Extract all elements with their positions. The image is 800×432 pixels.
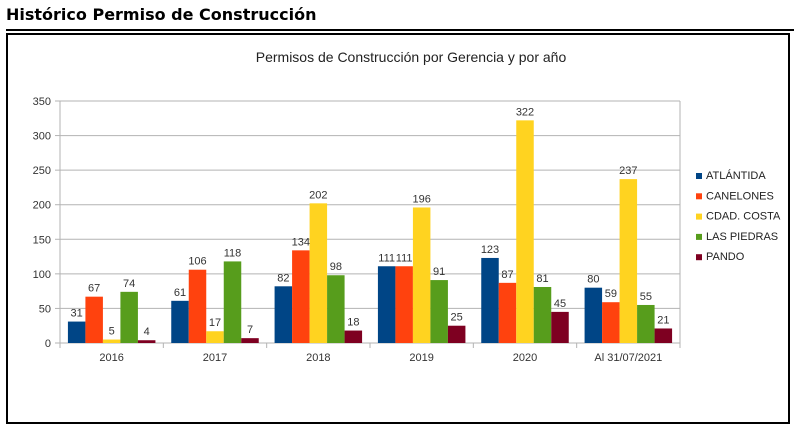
x-tick-label: 2020 bbox=[513, 352, 537, 364]
data-label: 322 bbox=[516, 106, 534, 118]
legend-swatch bbox=[696, 213, 702, 220]
data-label: 237 bbox=[619, 165, 637, 177]
data-label: 5 bbox=[109, 326, 115, 338]
bar-layer bbox=[67, 120, 673, 343]
y-tick-label: 150 bbox=[33, 234, 51, 246]
data-label: 4 bbox=[144, 326, 150, 338]
data-label: 45 bbox=[554, 298, 566, 310]
bar bbox=[292, 250, 310, 343]
x-tick-label: 2016 bbox=[99, 352, 123, 364]
data-label: 31 bbox=[71, 308, 83, 320]
data-label: 81 bbox=[536, 273, 548, 285]
data-label: 111 bbox=[378, 252, 395, 264]
bar bbox=[377, 266, 396, 343]
bar bbox=[637, 304, 655, 343]
bar bbox=[516, 120, 534, 343]
bar bbox=[654, 328, 673, 343]
data-label: 111 bbox=[396, 252, 413, 264]
data-label: 106 bbox=[188, 256, 206, 268]
y-tick-label: 350 bbox=[33, 96, 51, 108]
y-tick-label: 200 bbox=[33, 200, 51, 212]
bar bbox=[120, 291, 138, 343]
bar bbox=[619, 179, 638, 343]
data-label: 202 bbox=[309, 189, 327, 201]
bar bbox=[498, 282, 517, 343]
x-tick-label: 2018 bbox=[306, 352, 330, 364]
legend-swatch bbox=[696, 254, 702, 261]
data-label: 25 bbox=[451, 312, 463, 324]
chart-frame: Permisos de Construcción por Gerencia y … bbox=[6, 33, 790, 424]
data-label: 17 bbox=[209, 317, 221, 329]
data-label: 82 bbox=[277, 272, 289, 284]
data-label: 59 bbox=[605, 288, 617, 300]
bar bbox=[533, 286, 552, 343]
bar bbox=[85, 296, 103, 343]
grid-layer bbox=[60, 100, 680, 344]
bar bbox=[223, 261, 242, 343]
legend-swatch bbox=[696, 173, 702, 179]
legend-label: PANDO bbox=[706, 251, 745, 263]
data-label: 98 bbox=[330, 261, 342, 273]
bar bbox=[327, 275, 345, 343]
data-label: 61 bbox=[174, 287, 186, 299]
axis-layer: 0 50 100 150 200 250 300 350 2016 2017 2018 2019 202… bbox=[33, 96, 681, 364]
data-label: 87 bbox=[501, 269, 513, 281]
bar bbox=[67, 321, 86, 343]
data-label: 55 bbox=[640, 291, 652, 303]
data-label: 7 bbox=[247, 324, 253, 336]
bar bbox=[344, 330, 363, 343]
data-label-layer: 31 67 5 74 4 61 106 17 118 7 82 134 202 98 18 111 111 196… bbox=[71, 106, 670, 338]
bar bbox=[137, 340, 156, 343]
data-label: 80 bbox=[587, 274, 599, 286]
y-tick-label: 0 bbox=[45, 338, 51, 350]
data-label: 134 bbox=[292, 236, 310, 248]
data-label: 118 bbox=[224, 247, 242, 259]
data-label: 74 bbox=[123, 278, 135, 290]
data-label: 91 bbox=[433, 266, 445, 278]
bar bbox=[447, 325, 466, 343]
bar bbox=[551, 311, 569, 343]
legend-label: CDAD. COSTA bbox=[706, 211, 781, 223]
y-tick-label: 300 bbox=[33, 131, 51, 143]
bar bbox=[171, 300, 189, 343]
bar bbox=[102, 339, 121, 343]
legend-swatch bbox=[696, 233, 702, 240]
data-label: 21 bbox=[657, 314, 669, 326]
bar bbox=[274, 286, 293, 343]
y-tick-label: 100 bbox=[33, 269, 51, 281]
legend-label: ATLÁNTIDA bbox=[706, 169, 766, 182]
legend-swatch bbox=[696, 193, 702, 200]
bar bbox=[309, 203, 328, 343]
chart-title: Permisos de Construcción por Gerencia y … bbox=[256, 49, 567, 65]
page-heading: Histórico Permiso de Construcción bbox=[6, 5, 317, 24]
y-tick-label: 50 bbox=[39, 303, 51, 315]
bar bbox=[412, 207, 431, 343]
bar bbox=[188, 269, 207, 343]
y-tick-label: 250 bbox=[33, 165, 51, 177]
bar-chart: Permisos de Construcción por Gerencia y … bbox=[33, 49, 781, 364]
bar bbox=[206, 331, 224, 343]
legend-label: CANELONES bbox=[706, 190, 774, 202]
bar bbox=[481, 257, 499, 343]
legend-label: LAS PIEDRAS bbox=[706, 231, 778, 243]
x-tick-label: 2017 bbox=[203, 352, 227, 364]
data-label: 196 bbox=[412, 193, 430, 205]
data-label: 18 bbox=[347, 317, 359, 329]
bar bbox=[602, 302, 620, 343]
bar bbox=[395, 266, 413, 343]
bar bbox=[584, 287, 603, 343]
x-tick-label: 2019 bbox=[409, 352, 433, 364]
data-label: 67 bbox=[88, 283, 100, 295]
heading-divider bbox=[6, 29, 794, 31]
legend: ATLÁNTIDA CANELONES CDAD. COSTA LAS PIEDRAS… bbox=[696, 169, 781, 263]
data-label: 123 bbox=[481, 244, 499, 256]
bar bbox=[430, 280, 448, 343]
bar bbox=[241, 338, 259, 343]
x-tick-label: Al 31/07/2021 bbox=[594, 352, 662, 364]
